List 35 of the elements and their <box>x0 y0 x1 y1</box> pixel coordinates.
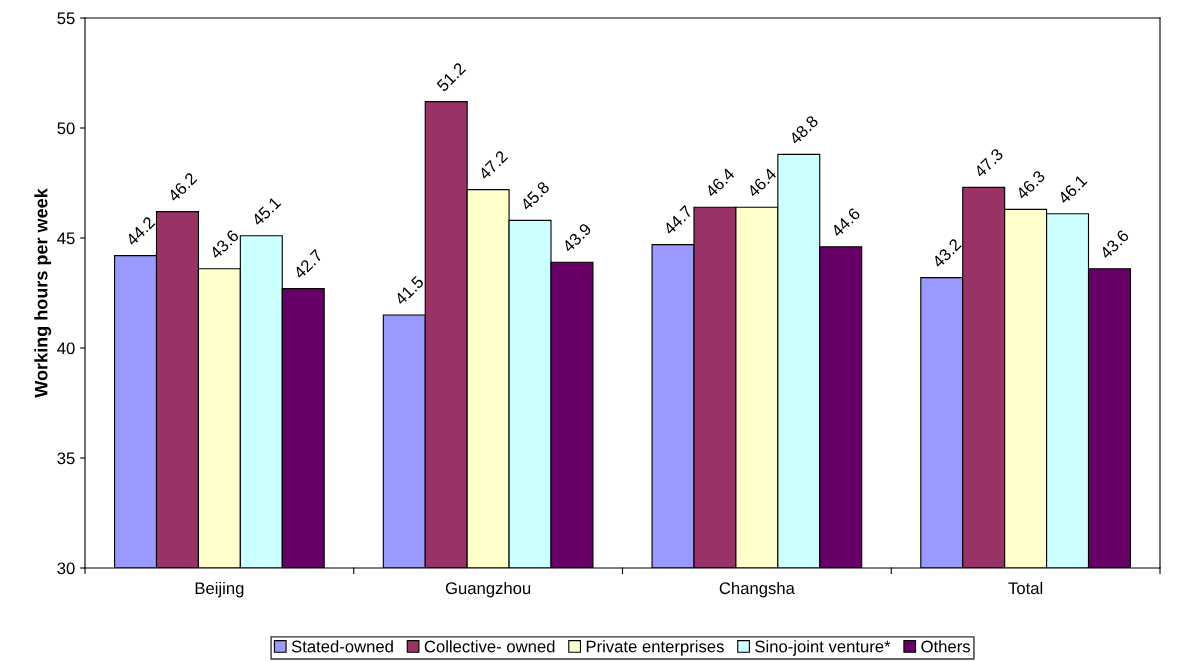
data-label: 43.9 <box>561 222 593 253</box>
x-tick-label: Beijing <box>195 581 244 598</box>
data-label: 46.1 <box>1057 174 1088 205</box>
data-label: 48.8 <box>788 114 819 146</box>
data-label: 46.4 <box>704 167 736 198</box>
legend-label: Stated-owned <box>291 640 393 653</box>
data-label: 51.2 <box>436 61 467 93</box>
legend-label: Collective- owned <box>424 640 555 653</box>
data-label: 45.8 <box>519 180 551 212</box>
y-tick-label: 55 <box>57 12 75 25</box>
data-label: 41.5 <box>393 275 425 306</box>
data-label: 46.2 <box>167 171 198 203</box>
y-tick-label: 50 <box>57 122 75 135</box>
x-tick-label: Changsha <box>719 581 795 598</box>
data-label: 45.1 <box>251 196 282 227</box>
legend-label: Others <box>921 640 970 653</box>
data-label: 43.2 <box>931 237 962 269</box>
data-label: 43.6 <box>208 229 240 260</box>
data-label: 44.6 <box>830 207 861 238</box>
data-label: 46.4 <box>746 167 778 198</box>
data-label: 44.7 <box>662 205 693 236</box>
y-tick-label: 30 <box>57 562 75 575</box>
data-label: 47.3 <box>973 147 1004 179</box>
legend-label: Sino-joint venture* <box>755 640 891 656</box>
data-label: 43.6 <box>1099 229 1130 260</box>
y-axis-title: Working hours per week <box>34 188 52 398</box>
x-tick-label: Total <box>1008 581 1043 595</box>
y-tick-label: 45 <box>57 232 75 245</box>
legend-label: Private enterprises <box>586 640 724 656</box>
x-tick-label: Guangzhou <box>445 581 531 598</box>
data-label: 44.2 <box>125 215 156 247</box>
y-tick-label: 35 <box>57 452 75 465</box>
y-tick-label: 40 <box>57 342 75 355</box>
data-label: 46.3 <box>1015 169 1046 201</box>
data-label: 47.2 <box>477 149 509 181</box>
